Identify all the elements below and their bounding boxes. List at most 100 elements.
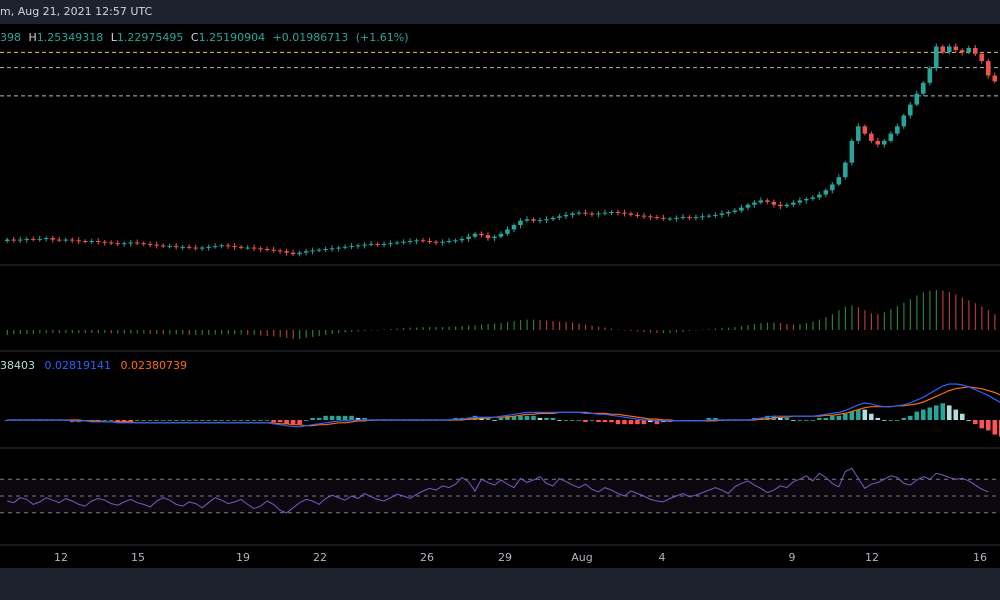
candle-body [771,201,777,205]
macd-hist-bar [804,420,809,421]
oscillator-bar [409,327,411,330]
macd-hist-bar [869,413,874,420]
oscillator-bar [961,297,963,330]
oscillator-bar [929,290,931,330]
candle-body [4,239,10,242]
candle-body [459,238,465,241]
candle-body [927,68,933,83]
candle-body [498,233,504,237]
candle-body [615,212,621,213]
macd-hist-bar [199,420,205,421]
oscillator-bar [623,330,626,331]
candle-body [959,50,965,53]
candle-body [180,246,185,248]
macd-hist-bar [342,415,348,420]
candle-body [17,239,23,241]
oscillator-bar [455,326,457,330]
candle-body [797,200,803,203]
macd-hist-bar [765,415,770,420]
candle-body [563,214,569,217]
candle-body [407,241,413,243]
oscillator-bar [825,317,827,330]
candle-body [862,126,868,134]
oscillator-bar [390,329,392,330]
macd-hist-bar [271,420,276,423]
macd-hist-bar [635,420,640,425]
candle-body [310,250,315,252]
candle-body [966,47,972,53]
candle-body [888,133,894,141]
oscillator-bar [370,330,372,331]
oscillator-bar [838,310,840,330]
macd-hist-bar [219,420,224,421]
oscillator-bar [552,321,554,330]
macd-hist-bar [264,420,270,421]
candle-body [979,53,985,62]
oscillator-bar [526,319,528,330]
oscillator-bar [727,327,730,330]
chart-canvas[interactable]: 12 15 19 22 26 29 Aug 4 9 12 16 [0,24,1000,568]
oscillator-bar [45,330,47,333]
macd-hist-bar [316,417,322,420]
oscillator-bar [630,330,632,331]
candle-body [972,47,978,54]
time-axis-bar [0,568,1000,600]
oscillator-bar [149,330,151,334]
macd-hist-bar [888,420,894,421]
oscillator-bar [240,330,242,335]
candle-body [719,213,725,215]
candle-body [947,46,952,53]
candle-body [24,238,30,240]
candle-body [511,225,517,230]
candle-body [199,247,205,249]
oscillator-bar [208,330,210,335]
candle-body [869,133,874,141]
macd-hist-bar [245,420,250,421]
candle-body [375,243,380,245]
macd-hist-bar [654,420,660,425]
oscillator-bar [273,330,275,337]
oscillator-bar [955,294,957,330]
candle-body [518,220,523,226]
oscillator-bar [13,330,15,335]
candle-body [258,248,263,250]
candle-body [329,248,335,250]
oscillator-bar [110,330,112,334]
macd-hist-bar [843,413,848,420]
high-label: H [28,31,37,44]
oscillator-bar [747,325,749,330]
candle-body [37,238,43,240]
oscillator-bar [935,290,937,330]
candle-body [193,247,198,249]
candle-body [245,247,250,249]
candle-body [342,246,348,248]
oscillator-bar [610,328,613,330]
candle-body [63,239,68,241]
macd-hist-bar [583,420,588,423]
candle-body [641,215,647,217]
oscillator-bar [429,327,431,330]
chart-title: m, Aug 21, 2021 12:57 UTC [0,5,153,18]
oscillator-bar [318,330,320,336]
candle-body [69,239,75,241]
macd-hist-bar [998,420,1000,437]
macd-hist-bar [979,420,985,429]
candle-body [628,213,634,215]
oscillator-bar [558,321,561,330]
candle-body [700,216,705,218]
candle-body [745,204,751,208]
oscillator-bar [305,330,307,338]
candle-body [726,212,731,214]
oscillator-bar [597,326,600,330]
oscillator-bar [474,325,476,330]
candle-body [921,82,926,94]
candle-body [810,197,816,199]
oscillator-bar [442,327,444,330]
macd-hist-bar [940,403,946,420]
candle-body [680,217,686,219]
macd-hist-bar [290,420,296,425]
oscillator-bar [513,321,515,330]
candle-body [89,241,94,243]
candle-body [557,216,562,218]
high-value: 1.25349318 [36,31,104,44]
